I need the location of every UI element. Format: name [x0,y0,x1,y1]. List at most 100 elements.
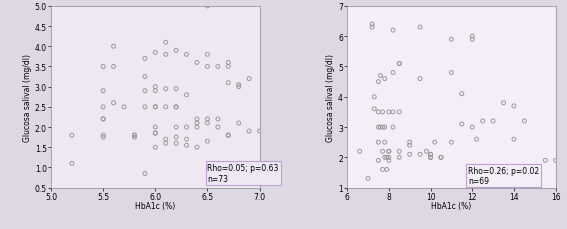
Point [551,159,560,163]
Point [355,150,364,153]
Point [416,153,425,156]
Point [109,65,118,69]
Point [380,77,389,81]
Text: DM2 controlado: DM2 controlado [421,228,482,229]
Point [224,134,233,137]
Point [161,87,170,91]
Point [416,77,425,81]
Point [376,74,385,78]
Point [99,65,108,69]
Point [384,156,393,159]
Point [367,26,376,30]
Point [224,134,233,137]
Point [161,53,170,57]
Point [367,23,376,27]
Point [151,126,160,129]
Point [140,172,149,176]
Point [182,126,191,129]
Point [99,136,108,139]
Point [244,77,253,81]
Point [213,118,222,121]
Text: DM2 controlado: DM2 controlado [125,228,185,229]
Point [388,126,397,129]
Point [151,51,160,55]
Point [384,111,393,114]
Point [203,140,212,143]
Point [255,130,264,133]
Y-axis label: Glucosa salival (mg/dl): Glucosa salival (mg/dl) [327,54,335,141]
Point [405,144,414,147]
Point [378,168,387,172]
Text: Rho=0.26; p=0.02
n=69: Rho=0.26; p=0.02 n=69 [468,166,539,185]
Point [376,126,385,129]
Point [151,85,160,89]
Point [384,159,393,163]
Point [192,146,201,149]
Point [405,153,414,156]
Point [426,156,435,159]
Point [130,134,139,137]
Text: Rho=0.05; p=0.63
n=73: Rho=0.05; p=0.63 n=73 [208,164,279,183]
Point [405,141,414,144]
Point [140,106,149,109]
Point [382,156,391,159]
Point [151,106,160,109]
Point [244,130,253,133]
Point [109,101,118,105]
Point [203,5,212,9]
Point [172,126,181,129]
Point [182,138,191,141]
Point [140,90,149,93]
Point [130,134,139,137]
Point [395,156,404,159]
Point [172,49,181,53]
Point [384,150,393,153]
Point [213,65,222,69]
Point [478,120,487,123]
Point [447,71,456,75]
Point [161,41,170,45]
Point [499,101,508,105]
Y-axis label: Glucosa salival (mg/dl): Glucosa salival (mg/dl) [23,54,32,141]
Point [130,136,139,139]
Point [468,38,477,42]
Point [380,126,389,129]
Point [489,120,498,123]
X-axis label: HbA1c (%): HbA1c (%) [431,201,472,210]
Point [192,118,201,121]
Point [378,126,387,129]
Point [384,150,393,153]
Point [172,106,181,109]
Point [99,134,108,137]
Point [99,118,108,121]
Point [472,138,481,141]
Point [67,134,77,137]
Point [395,111,404,114]
Point [458,93,467,96]
Point [378,111,387,114]
Point [468,35,477,39]
Point [426,156,435,159]
Point [151,132,160,135]
Point [426,153,435,156]
Point [224,82,233,85]
Point [395,62,404,66]
Point [172,106,181,109]
Point [224,65,233,69]
Point [541,159,550,163]
Point [374,111,383,114]
Point [67,162,77,166]
Point [370,108,379,111]
Point [458,123,467,126]
Point [203,53,212,57]
Point [395,150,404,153]
Point [182,93,191,97]
Point [140,57,149,61]
Point [422,150,431,153]
Point [151,106,160,109]
Point [374,126,383,129]
Point [151,90,160,93]
Point [234,85,243,89]
Point [161,138,170,141]
Point [380,141,389,144]
